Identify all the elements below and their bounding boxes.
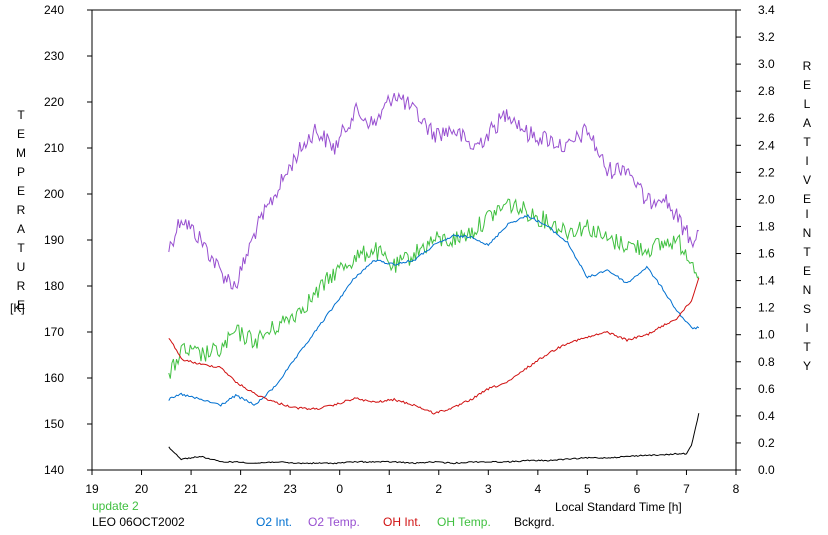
x-axis-tick-label: 5 (584, 482, 591, 496)
left-axis-label-letter: P (16, 165, 25, 179)
left-axis-unit: [K] (10, 301, 25, 315)
legend-oh-temp: OH Temp. (437, 515, 491, 529)
left-axis-tick-label: 140 (44, 463, 64, 477)
right-axis-tick-label: 0.4 (758, 409, 775, 423)
right-axis-label-intensity-letter: T (803, 340, 811, 354)
x-axis-tick-label: 7 (683, 482, 690, 496)
left-axis-label-letter: T (17, 241, 25, 255)
left-axis-tick-label: 200 (44, 187, 64, 201)
x-axis-tick-label: 20 (135, 482, 149, 496)
right-axis-label-relative-letter: L (803, 97, 811, 111)
left-axis-label-letter: R (16, 203, 26, 217)
right-axis-label-relative-letter: E (802, 192, 811, 206)
right-axis-label-relative-letter: I (805, 154, 809, 168)
left-axis-tick-label: 230 (44, 49, 64, 63)
x-axis-tick-label: 19 (85, 482, 99, 496)
right-axis-tick-label: 3.0 (758, 57, 775, 71)
series-layer (168, 91, 700, 465)
left-axis-label-letter: E (16, 184, 25, 198)
right-axis-label-intensity-letter: I (805, 321, 809, 335)
right-axis-tick-label: 2.8 (758, 84, 775, 98)
x-axis-tick-label: 0 (336, 482, 343, 496)
series-line-bckgrd (168, 413, 700, 465)
right-axis-tick-label: 1.0 (758, 328, 775, 342)
legend-o2-temp: O2 Temp. (308, 515, 360, 529)
x-axis-tick-label: 3 (485, 482, 492, 496)
right-axis-label-relative-letter: E (802, 78, 811, 92)
right-axis-tick-label: 3.4 (758, 3, 775, 17)
left-axis-tick-label: 180 (44, 279, 64, 293)
x-axis-tick-label: 8 (733, 482, 740, 496)
right-axis-label-intensity-letter: S (802, 302, 811, 316)
left-axis-label-letter: M (16, 146, 26, 160)
right-axis-label-intensity-letter: N (802, 226, 812, 240)
right-axis-tick-label: 2.6 (758, 111, 775, 125)
left-axis-tick-label: 160 (44, 371, 64, 385)
right-axis-tick-label: 0.2 (758, 436, 775, 450)
x-axis-tick-label: 4 (535, 482, 542, 496)
right-axis-tick-label: 1.6 (758, 247, 775, 261)
x-axis-tick-label: 21 (184, 482, 198, 496)
right-axis-label-relative-letter: T (803, 135, 811, 149)
left-axis-label-letter: A (16, 222, 25, 236)
update-annotation: update 2 (92, 499, 139, 513)
right-axis-label-intensity-letter: T (803, 245, 811, 259)
series-line-oh-int (168, 277, 700, 415)
right-axis-tick-label: 1.4 (758, 274, 775, 288)
left-axis-tick-label: 210 (44, 141, 64, 155)
x-axis-label: Local Standard Time [h] (555, 500, 682, 514)
right-axis-tick-label: 1.8 (758, 219, 775, 233)
left-axis-tick-label: 150 (44, 417, 64, 431)
right-axis-tick-label: 0.0 (758, 463, 775, 477)
left-axis-label-letter: T (17, 108, 25, 122)
x-axis-tick-label: 1 (386, 482, 393, 496)
x-axis-tick-label: 6 (634, 482, 641, 496)
right-axis-label-intensity-letter: I (805, 207, 809, 221)
x-axis-tick-label: 2 (435, 482, 442, 496)
series-line-oh-temp (168, 198, 700, 379)
right-axis-tick-label: 0.8 (758, 355, 775, 369)
left-axis-tick-label: 240 (44, 3, 64, 17)
legend-o2-int: O2 Int. (256, 515, 293, 529)
right-axis-tick-label: 2.0 (758, 192, 775, 206)
right-axis-label-relative-letter: A (802, 116, 811, 130)
left-axis-label-letter: E (16, 298, 25, 312)
right-axis-tick-label: 2.2 (758, 165, 775, 179)
right-axis-label-relative-letter: V (802, 173, 811, 187)
right-axis-label-intensity-letter: N (802, 283, 812, 297)
right-axis-tick-label: 0.6 (758, 382, 775, 396)
left-axis-tick-label: 170 (44, 325, 64, 339)
series-line-o2-temp (168, 91, 699, 290)
series-line-o2-int (168, 214, 700, 407)
x-axis-tick-label: 23 (283, 482, 297, 496)
right-axis-tick-label: 1.2 (758, 301, 775, 315)
right-axis-label-intensity-letter: E (802, 264, 811, 278)
right-axis-label-relative-letter: R (802, 59, 812, 73)
left-axis-tick-label: 220 (44, 95, 64, 109)
x-axis-tick-label: 22 (234, 482, 248, 496)
left-axis-label-letter: U (16, 260, 26, 274)
left-axis-tick-label: 190 (44, 233, 64, 247)
left-axis-label-letter: E (16, 127, 25, 141)
plot-frame (91, 9, 737, 471)
right-axis-tick-label: 3.2 (758, 30, 775, 44)
right-axis-tick-label: 2.4 (758, 138, 775, 152)
right-axis-label-intensity-letter: Y (802, 359, 811, 373)
legend-oh-int: OH Int. (383, 515, 422, 529)
legend-bckgrd: Bckgrd. (514, 515, 555, 529)
left-axis-label-letter: R (16, 279, 26, 293)
station-annotation: LEO 06OCT2002 (92, 515, 185, 529)
axes-layer: 1401501601701801902002102202302400.00.20… (44, 3, 775, 496)
